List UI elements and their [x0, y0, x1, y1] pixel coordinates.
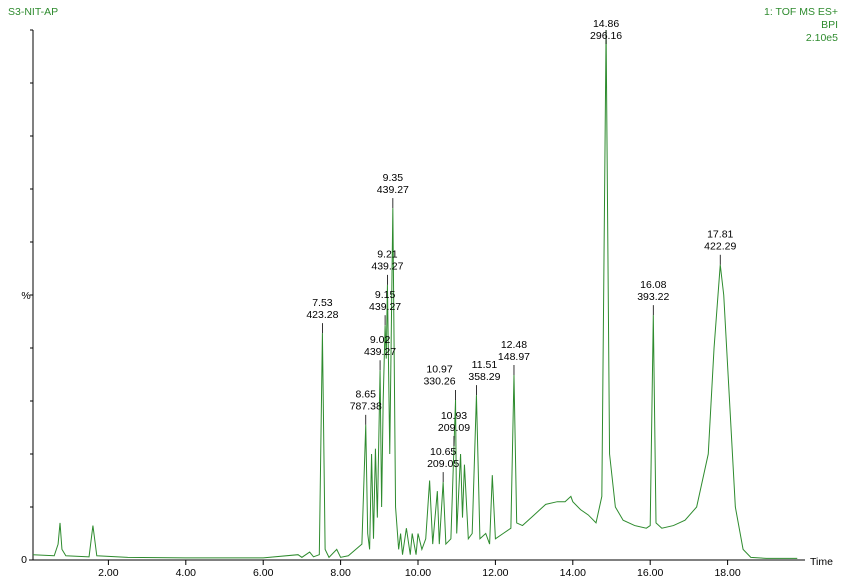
peak-time-label: 10.65: [430, 446, 456, 458]
peak-time-label: 9.02: [370, 334, 391, 346]
peak-time-label: 10.97: [426, 364, 452, 376]
peak-time-label: 16.08: [640, 279, 666, 291]
x-tick-label: 6.00: [253, 567, 274, 579]
x-axis-label: Time: [810, 556, 833, 568]
peak-mz-label: 787.38: [350, 401, 382, 413]
y-tick-label: 0: [21, 554, 27, 566]
peak-time-label: 9.35: [383, 172, 404, 184]
peak-mz-label: 422.29: [704, 241, 736, 253]
x-tick-label: 10.00: [405, 567, 431, 579]
header-line: 1: TOF MS ES+: [764, 6, 838, 18]
peak-mz-label: 148.97: [498, 351, 530, 363]
header-line: BPI: [821, 19, 838, 31]
peak-time-label: 12.48: [501, 339, 527, 351]
y-axis-label: %: [21, 290, 30, 302]
peak-mz-label: 393.22: [637, 291, 669, 303]
peak-mz-label: 209.09: [438, 422, 470, 434]
chart-title: S3-NIT-AP: [8, 6, 58, 18]
peak-mz-label: 296.16: [590, 30, 622, 42]
x-tick-label: 8.00: [330, 567, 351, 579]
x-tick-label: 12.00: [482, 567, 508, 579]
peak-time-label: 10.93: [441, 410, 467, 422]
x-tick-label: 4.00: [176, 567, 197, 579]
peak-mz-label: 439.27: [369, 301, 401, 313]
peak-time-label: 14.86: [593, 18, 619, 30]
peak-time-label: 11.51: [472, 359, 498, 371]
peak-mz-label: 439.27: [364, 346, 396, 358]
peak-time-label: 7.53: [312, 297, 333, 309]
peak-time-label: 8.65: [356, 389, 377, 401]
trace-line: [32, 29, 798, 559]
peak-mz-label: 358.29: [468, 371, 500, 383]
peak-time-label: 9.15: [375, 289, 396, 301]
x-tick-label: 14.00: [560, 567, 586, 579]
x-tick-label: 16.00: [637, 567, 663, 579]
peak-mz-label: 423.28: [306, 309, 338, 321]
peak-mz-label: 330.26: [423, 376, 455, 388]
peak-mz-label: 439.27: [377, 184, 409, 196]
peak-time-label: 17.81: [707, 229, 733, 241]
peak-mz-label: 209.05: [427, 458, 459, 470]
x-tick-label: 2.00: [98, 567, 119, 579]
x-tick-label: 18.00: [714, 567, 740, 579]
header-line: 2.10e5: [806, 32, 838, 44]
peak-time-label: 9.21: [377, 249, 398, 261]
peak-mz-label: 439.27: [371, 261, 403, 273]
